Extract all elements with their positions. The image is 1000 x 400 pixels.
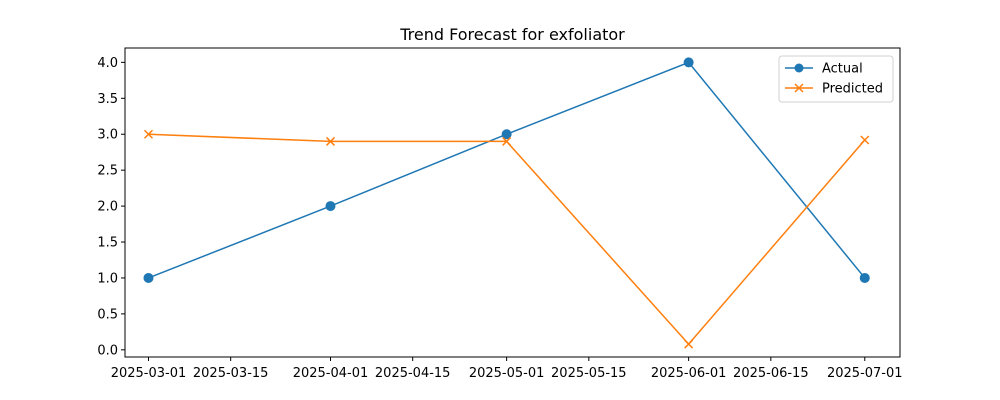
- chart-title: Trend Forecast for exfoliator: [399, 25, 625, 44]
- series-line-predicted: [148, 133, 866, 346]
- y-tick-label: 1.0: [97, 271, 118, 286]
- series-line-actual: [148, 61, 866, 279]
- y-tick-label: 0.0: [97, 343, 118, 358]
- data-point-predicted: [684, 339, 694, 349]
- legend-marker-predicted: [794, 83, 804, 93]
- legend: Actual Predicted: [778, 55, 894, 103]
- y-tick-label: 4.0: [97, 56, 118, 71]
- data-point-predicted: [143, 129, 154, 139]
- x-tick-label: 2025-07-01: [827, 366, 903, 381]
- data-point-predicted: [502, 136, 512, 146]
- data-point-actual: [683, 57, 694, 68]
- x-tick-label: 2025-04-01: [293, 366, 369, 381]
- y-tick-label: 0.5: [97, 307, 118, 322]
- x-tick-label: 2025-05-15: [551, 366, 627, 381]
- legend-marker-actual: [794, 63, 804, 73]
- data-point-actual: [859, 272, 870, 283]
- x-tick-label: 2025-04-15: [375, 366, 451, 381]
- data-point-actual: [501, 129, 512, 140]
- y-tick-label: 2.0: [97, 200, 118, 215]
- data-point-actual: [143, 272, 154, 283]
- y-tick-label: 1.5: [97, 236, 118, 251]
- y-tick-label: 3.0: [97, 128, 118, 143]
- data-point-actual: [325, 201, 336, 212]
- y-tick-label: 2.5: [97, 164, 118, 179]
- plot-area: 2025-03-01 2025-03-15 2025-04-01 2025-04-15…: [97, 47, 903, 381]
- legend-label-predicted: Predicted: [822, 82, 883, 97]
- legend-label-actual: Actual: [822, 62, 863, 77]
- data-point-predicted: [325, 136, 336, 146]
- x-tick-label: 2025-06-01: [651, 366, 727, 381]
- x-tick-label: 2025-05-01: [469, 366, 545, 381]
- axes-frame: [124, 47, 901, 358]
- x-tick-label: 2025-03-01: [111, 366, 187, 381]
- x-tick-label: 2025-03-15: [193, 366, 269, 381]
- x-tick-label: 2025-06-15: [733, 366, 809, 381]
- data-point-predicted: [860, 135, 870, 145]
- y-tick-label: 3.5: [97, 92, 118, 107]
